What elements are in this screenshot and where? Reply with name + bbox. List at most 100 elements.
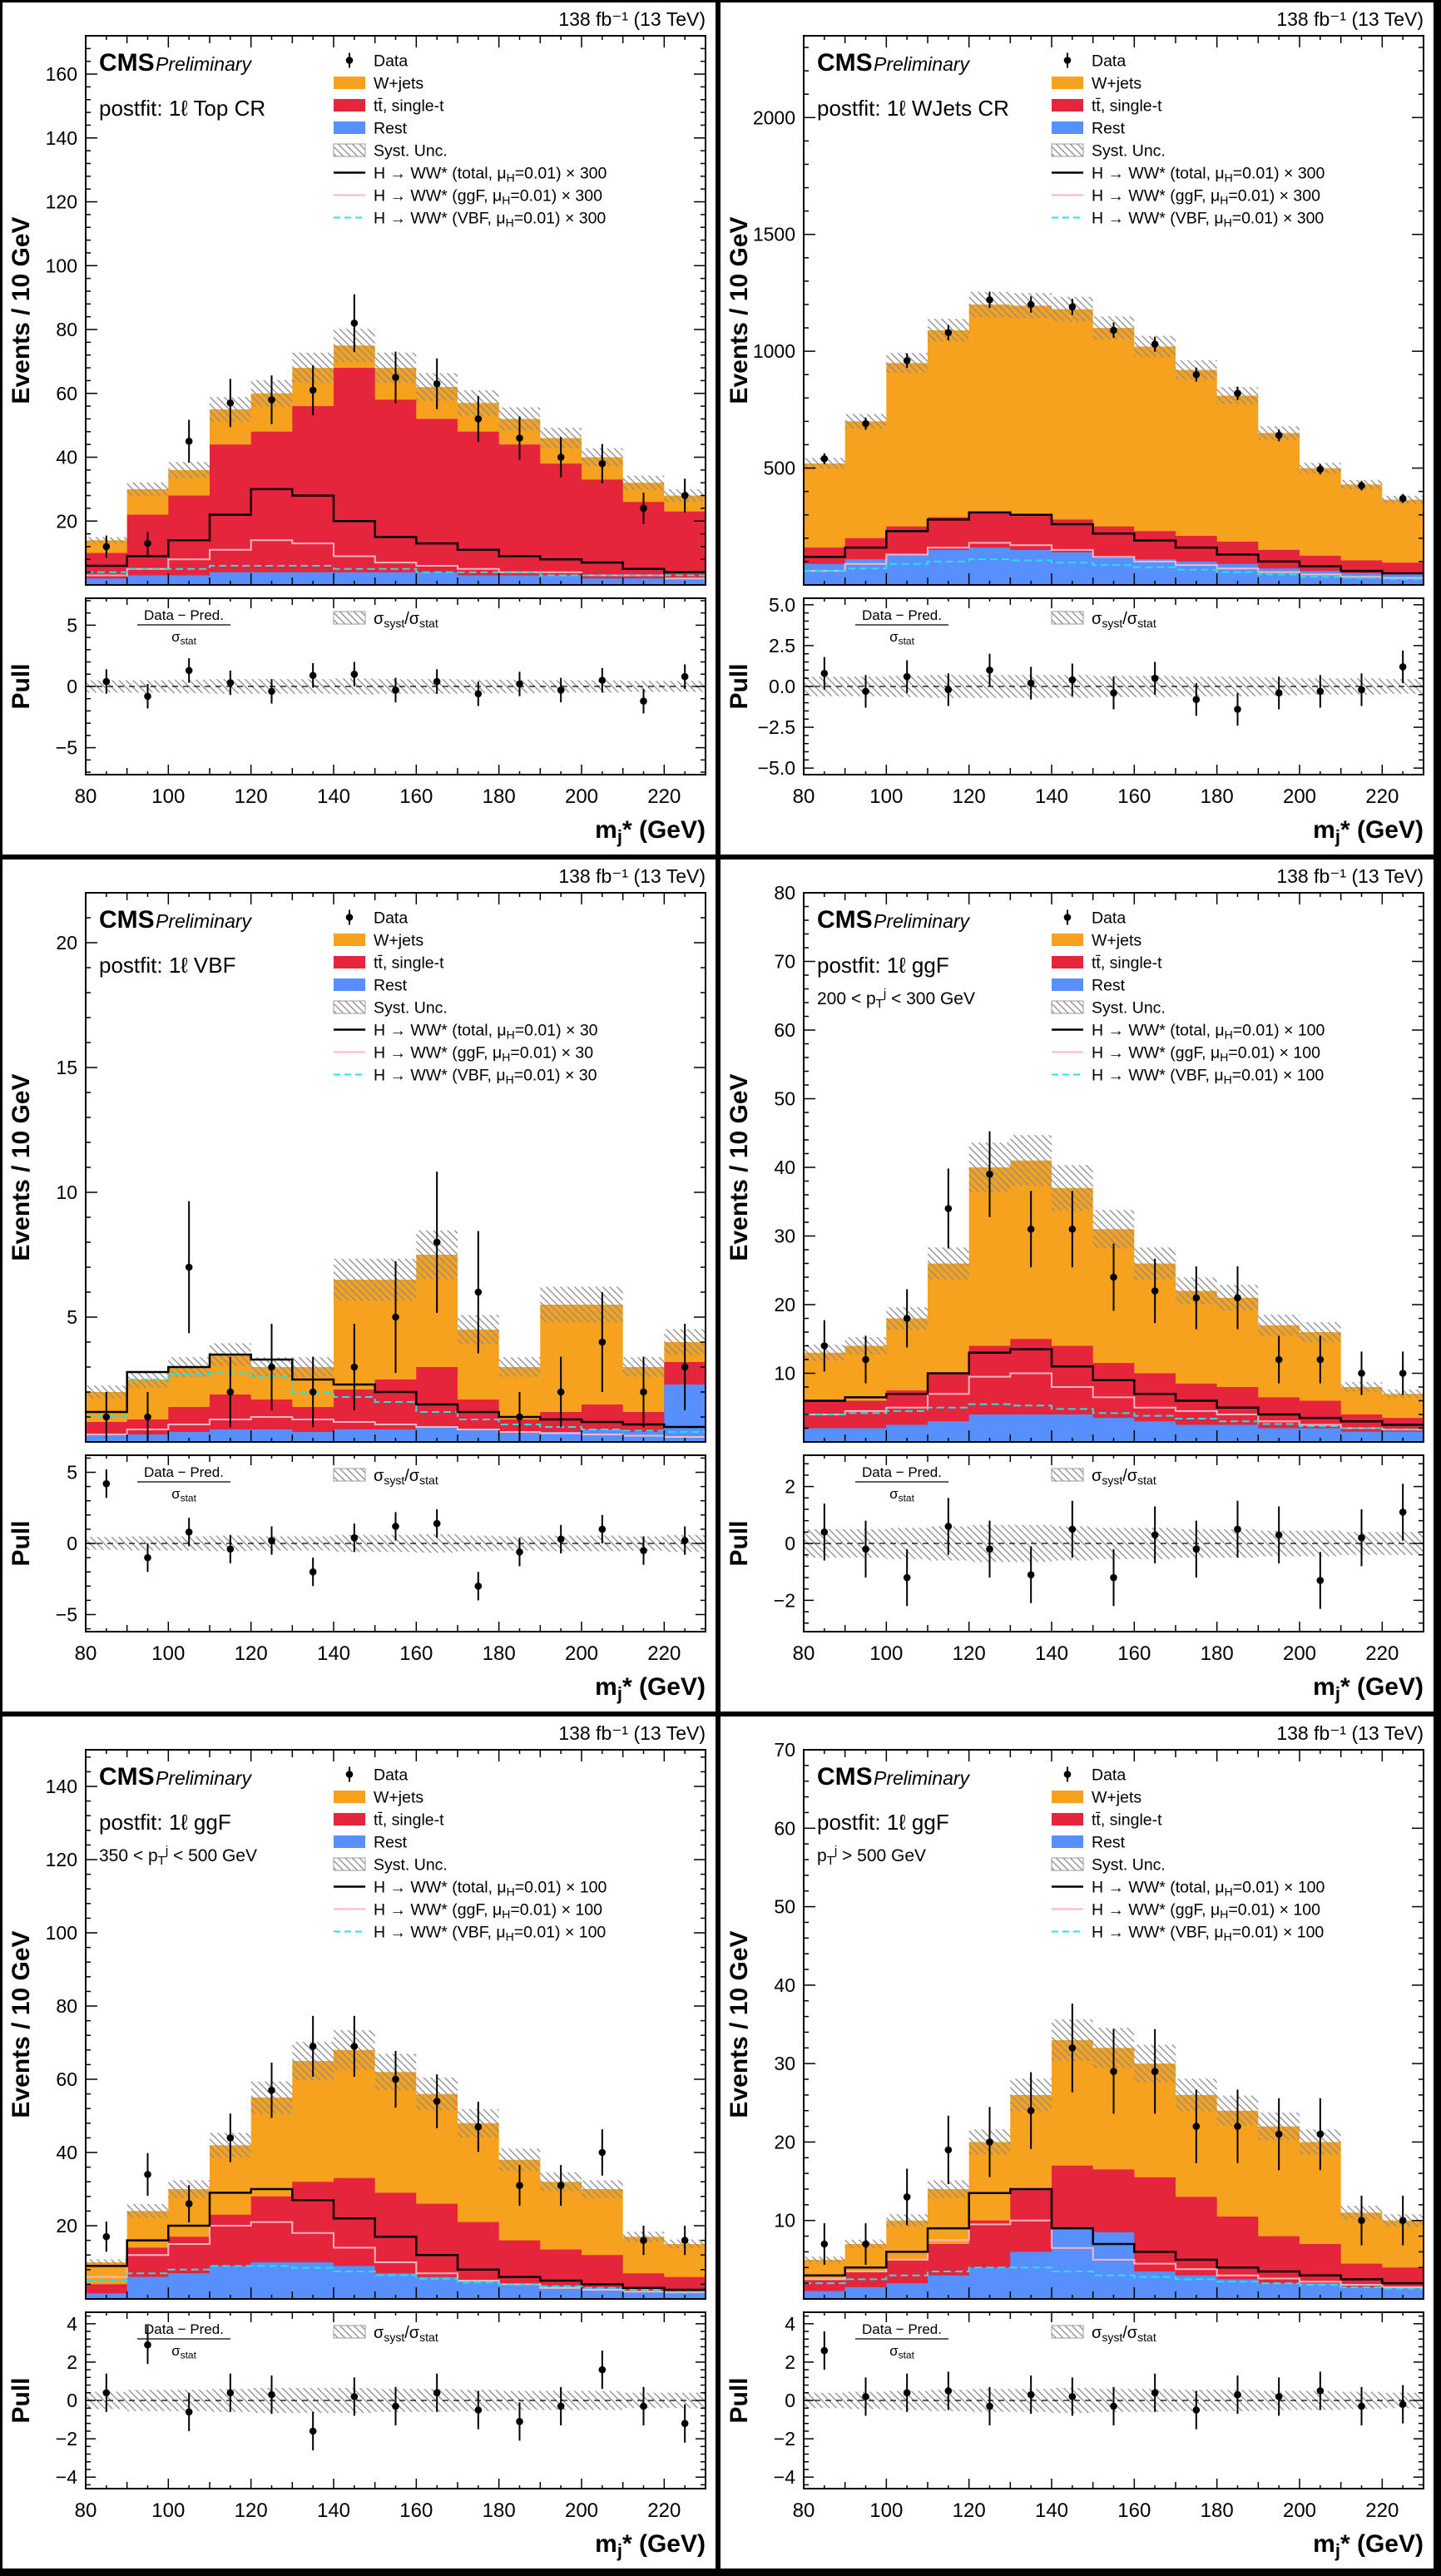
- x-axis-title: mj* (GeV): [1313, 816, 1424, 847]
- y-tick-label: 40: [774, 1157, 795, 1178]
- region-label: postfit: 1ℓ ggF: [817, 953, 949, 978]
- x-tick-label: 100: [151, 2499, 185, 2522]
- y-tick-label: 40: [774, 1974, 795, 1996]
- y-axis-title: Events / 10 GeV: [7, 1073, 35, 1261]
- x-tick-label: 120: [953, 785, 986, 808]
- panel-1l-wjets-cr: 500 1000 1500 2000 −5.0 −2.5 0.0 2.5 5.0 80 100 120…: [720, 2, 1434, 855]
- legend-signal-ggf-label: H → WW* (ggF, μH=0.01) × 100: [374, 1901, 602, 1921]
- y-tick-label: 10: [774, 2210, 795, 2232]
- legend-signal-total-label: H → WW* (total, μH=0.01) × 100: [1092, 1022, 1325, 1042]
- y-axis-title: Events / 10 GeV: [725, 216, 753, 404]
- y-tick-label: 70: [774, 1739, 795, 1761]
- legend-syst-unc-label: Syst. Unc.: [374, 1856, 448, 1875]
- x-tick-label: 220: [1365, 2499, 1399, 2522]
- pull-points: [820, 650, 1407, 726]
- pull-y-tick-label: 0: [67, 1533, 77, 1554]
- stack-ttbar-area: [804, 1339, 1424, 1442]
- pull-y-tick-label: 2: [785, 2351, 795, 2373]
- y-tick-label: 10: [774, 1363, 795, 1385]
- legend-data-dot: [1063, 914, 1072, 921]
- x-tick-label: 180: [483, 2499, 516, 2522]
- panel-1l-vbf: 5 10 15 20 −5 0 5 80 100 120 140 160 180 200 220 138 fb…: [2, 859, 716, 1712]
- y-tick-label: 80: [56, 1995, 77, 2017]
- pull-y-tick-label: 2.5: [769, 635, 795, 656]
- legend-data-label: Data: [374, 909, 408, 928]
- legend-data-label: Data: [1092, 909, 1126, 928]
- legend-wjets-label: W+jets: [374, 1789, 423, 1807]
- pull-formula-numerator: Data − Pred.: [144, 607, 224, 623]
- pull-band-legend-swatch: [333, 2325, 366, 2339]
- signal-ggf-line: [804, 542, 1424, 579]
- signal-vbf-line: [86, 1371, 706, 1433]
- stack-rest-area: [804, 1414, 1424, 1442]
- legend-syst-unc-label: Syst. Unc.: [1092, 142, 1166, 161]
- legend-data-dot: [1063, 1771, 1072, 1778]
- y-tick-label: 140: [46, 1776, 77, 1797]
- pull-band-legend-swatch: [1051, 2325, 1084, 2339]
- legend-signal-ggf-label: H → WW* (ggF, μH=0.01) × 300: [374, 187, 602, 207]
- legend-signal-vbf-label: H → WW* (VBF, μH=0.01) × 300: [374, 210, 606, 230]
- pull-formula-denominator: σstat: [889, 1486, 915, 1503]
- signal-vbf-line: [804, 558, 1424, 580]
- legend-wjets-swatch: [1052, 934, 1083, 946]
- y-tick-label: 120: [46, 1849, 77, 1870]
- x-tick-label: 120: [953, 1642, 986, 1665]
- legend-rest-label: Rest: [1092, 977, 1126, 995]
- legend-wjets-swatch: [334, 77, 365, 89]
- lumi-label: 138 fb⁻¹ (13 TeV): [1276, 865, 1424, 887]
- x-tick-label: 80: [793, 1642, 815, 1665]
- syst-unc-band: [86, 1230, 706, 1399]
- signal-ggf-line: [86, 2221, 706, 2294]
- y-axis-title: Events / 10 GeV: [725, 1073, 753, 1261]
- pull-y-tick-label: 0.0: [769, 676, 795, 697]
- legend-syst-unc-label: Syst. Unc.: [374, 142, 448, 161]
- stack-rest-area: [804, 2228, 1424, 2299]
- pull-band-label: σsyst/σstat: [374, 610, 438, 630]
- legend-wjets-swatch: [1052, 1791, 1083, 1803]
- signal-total-line: [804, 511, 1424, 575]
- x-tick-label: 200: [565, 2499, 598, 2522]
- region-label: postfit: 1ℓ ggF: [99, 1810, 231, 1835]
- legend-signal-ggf-label: H → WW* (ggF, μH=0.01) × 300: [1092, 187, 1320, 207]
- panel-1l-ggf-350-500: 20 40 60 80 100 120 140 −4 −2 0 2 4 80 100 120 140 160 18…: [2, 1717, 716, 2569]
- legend-wjets-label: W+jets: [1092, 932, 1141, 950]
- x-tick-label: 80: [75, 1642, 97, 1665]
- legend-rest-swatch: [1052, 1835, 1083, 1848]
- pull-band-label: σsyst/σstat: [1092, 610, 1156, 630]
- x-tick-label: 140: [317, 2499, 350, 2522]
- legend-signal-total-label: H → WW* (total, μH=0.01) × 300: [374, 165, 607, 185]
- y-tick-label: 60: [56, 383, 77, 404]
- region-label: postfit: 1ℓ ggF: [817, 1810, 949, 1835]
- pull-y-tick-label: 0: [67, 2390, 77, 2411]
- pull-points: [102, 2326, 689, 2450]
- pull-y-tick-label: −2.5: [758, 716, 795, 738]
- data-points: [102, 294, 689, 558]
- legend-signal-ggf-label: H → WW* (ggF, μH=0.01) × 30: [374, 1044, 593, 1064]
- lumi-label: 138 fb⁻¹ (13 TeV): [558, 865, 706, 887]
- pull-y-tick-label: 0: [67, 676, 77, 697]
- cms-label: CMS: [99, 906, 155, 934]
- legend-signal-total-label: H → WW* (total, μH=0.01) × 300: [1092, 165, 1325, 185]
- x-tick-label: 220: [1365, 1642, 1399, 1665]
- x-axis-title: mj* (GeV): [595, 2530, 706, 2561]
- pull-band-label: σsyst/σstat: [1092, 2324, 1156, 2344]
- x-tick-label: 120: [953, 2499, 986, 2522]
- signal-vbf-line: [86, 565, 706, 577]
- pull-y-tick-label: −4: [774, 2466, 795, 2488]
- x-tick-label: 100: [151, 1642, 185, 1665]
- cms-figure: 500 1000 1500 2000 −5.0 −2.5 0.0 2.5 5.0 80 100 120…: [725, 8, 1424, 847]
- pull-y-tick-label: 0: [785, 1533, 795, 1554]
- legend-data-dot: [345, 57, 354, 64]
- data-points: [820, 1131, 1407, 1395]
- pull-syst-band: [804, 1524, 1424, 1563]
- y-tick-label: 100: [46, 1922, 77, 1944]
- pull-band-label: σsyst/σstat: [1092, 1467, 1156, 1487]
- legend-signal-ggf-label: H → WW* (ggF, μH=0.01) × 100: [1092, 1044, 1320, 1064]
- lumi-label: 138 fb⁻¹ (13 TeV): [1276, 1722, 1424, 1744]
- pull-y-tick-label: 5: [67, 614, 77, 636]
- y-axis-title: Events / 10 GeV: [725, 1930, 753, 2118]
- legend-signal-vbf-label: H → WW* (VBF, μH=0.01) × 100: [1092, 1067, 1324, 1087]
- x-tick-label: 180: [483, 1642, 516, 1665]
- signal-total-line: [804, 2187, 1424, 2285]
